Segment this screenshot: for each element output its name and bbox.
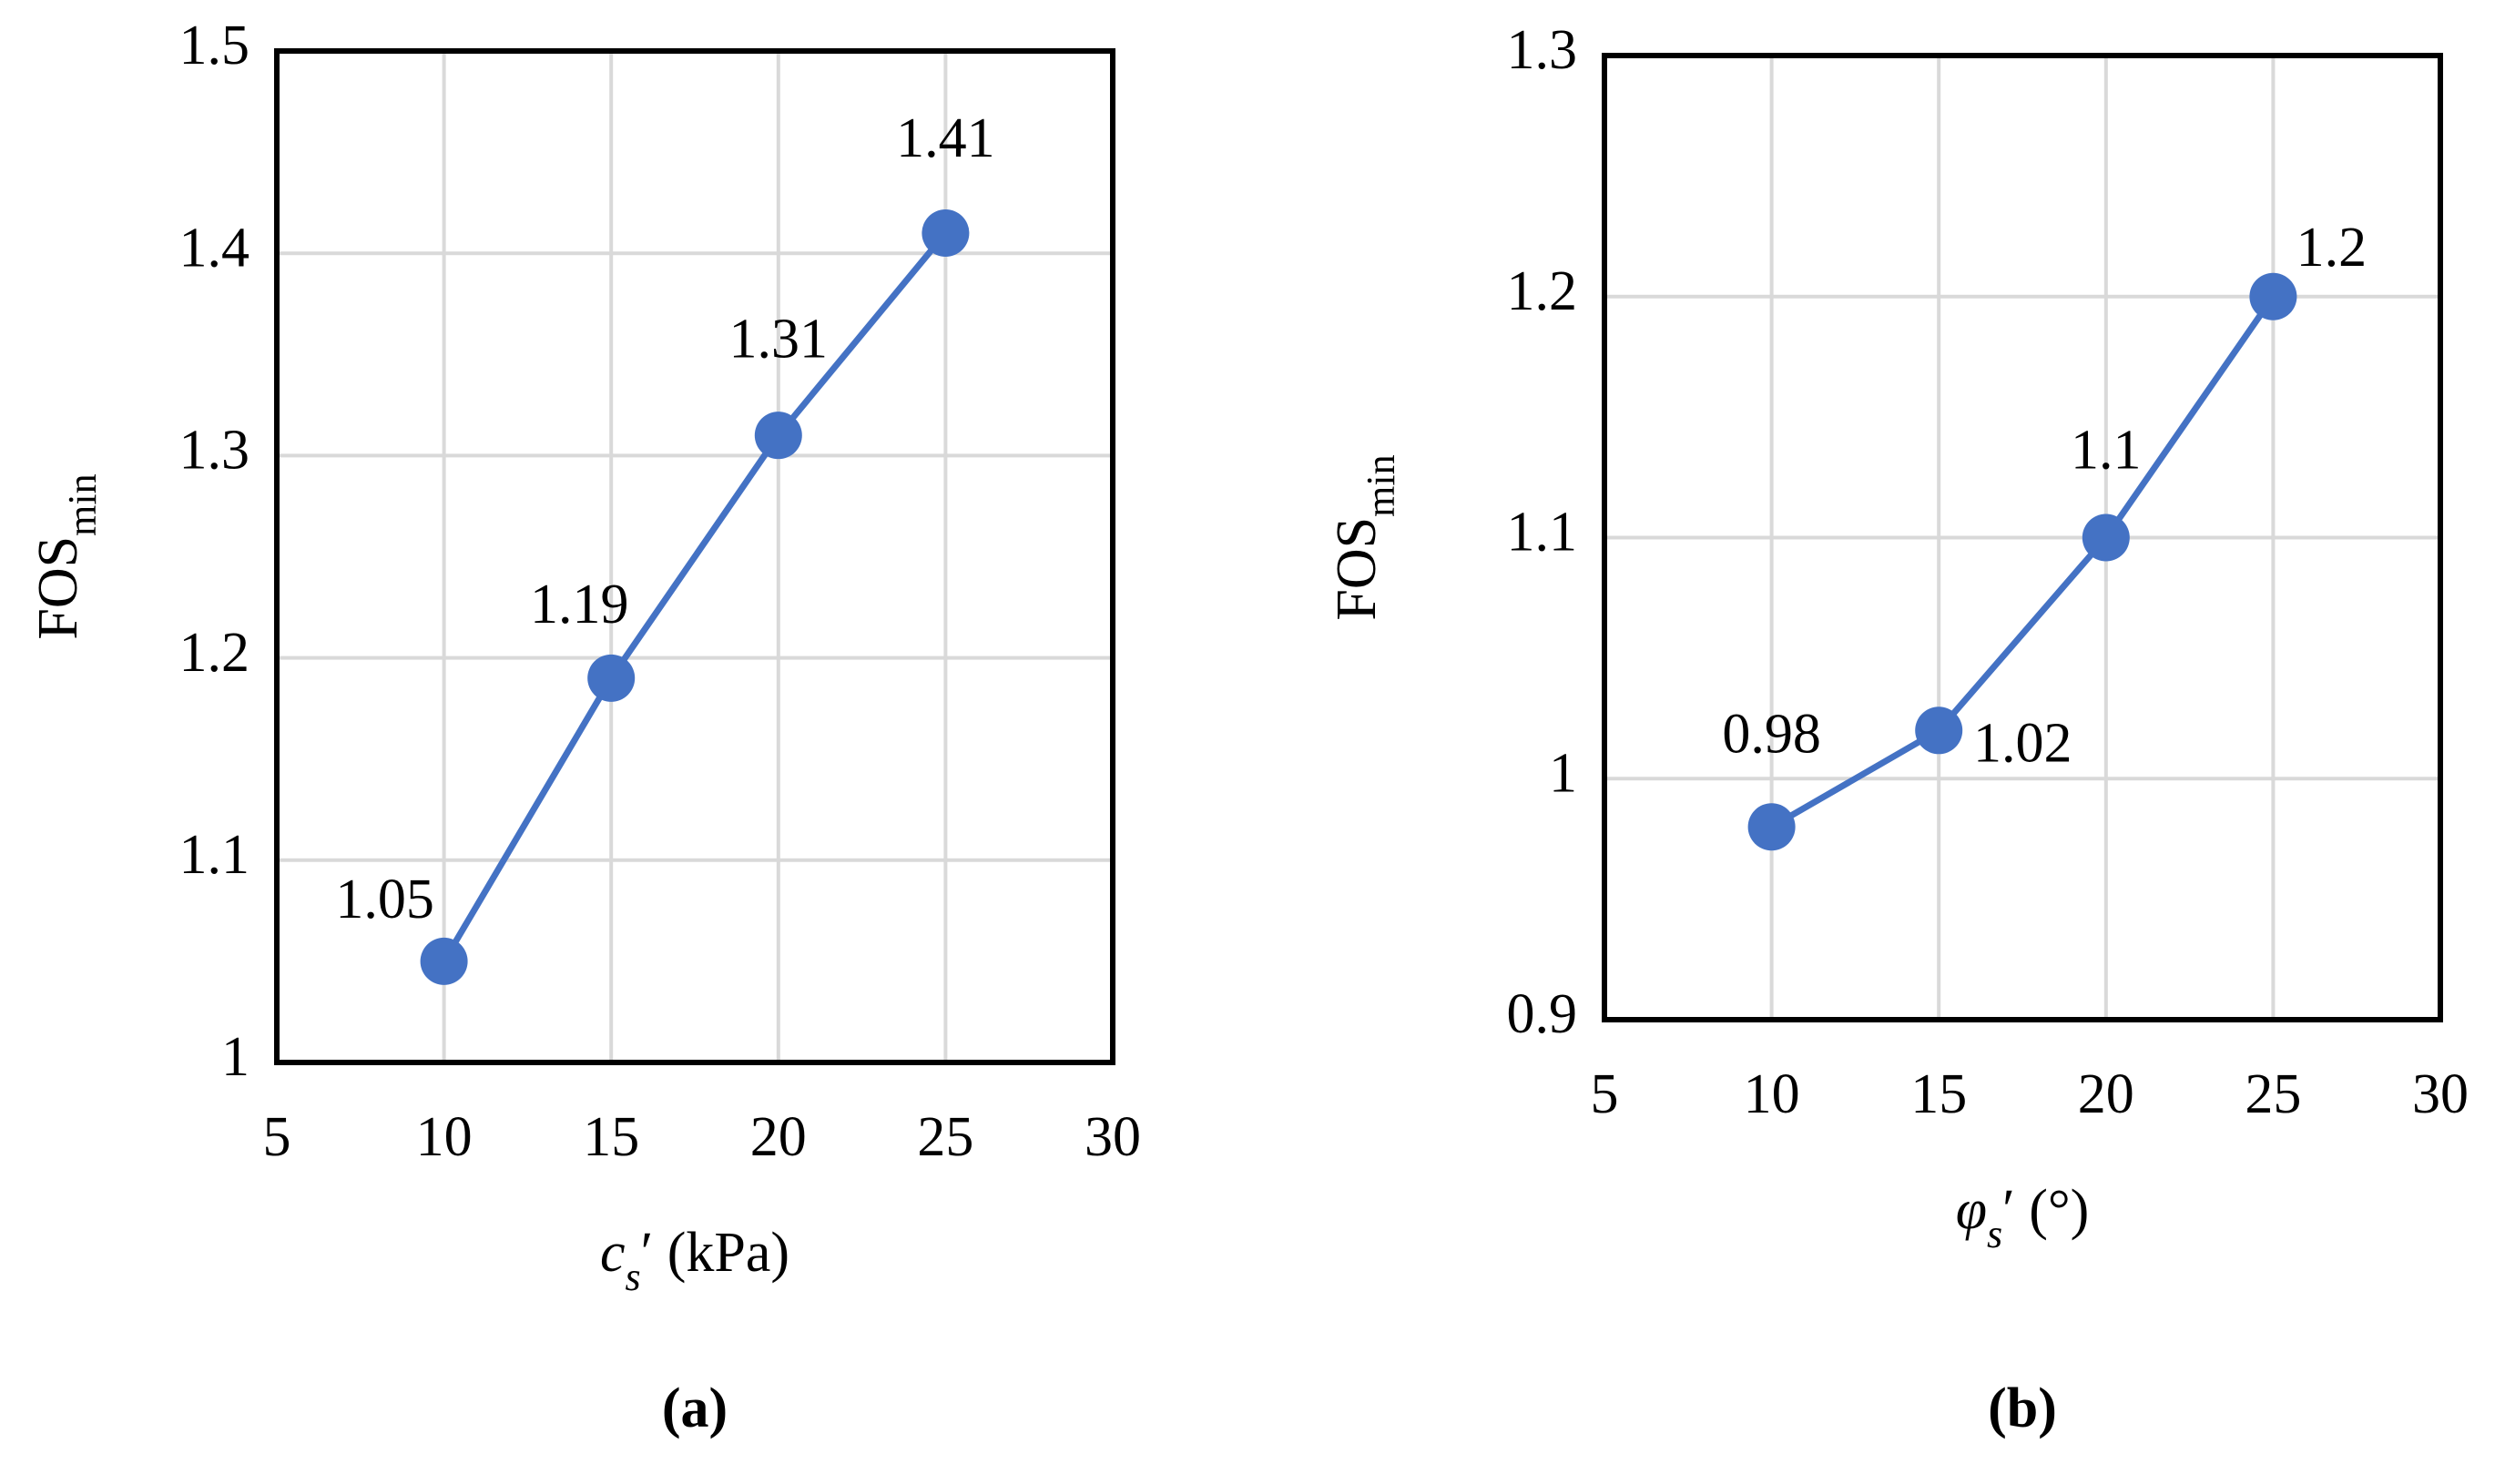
x-tick-label: 10 (1744, 1063, 1800, 1125)
y-axis-label-subscript: min (1359, 454, 1403, 516)
data-label: 0.98 (1722, 703, 1821, 765)
x-axis-label-suffix: ′ (°) (2002, 1179, 2089, 1241)
plot-frame (274, 48, 1115, 1065)
x-tick-label: 10 (416, 1106, 473, 1168)
x-tick-label: 30 (2412, 1063, 2469, 1125)
x-axis-label: cs′ (kPa) (600, 1222, 789, 1298)
data-point (2082, 513, 2130, 562)
x-tick-label: 25 (917, 1106, 973, 1168)
y-tick-label: 1.1 (179, 824, 250, 886)
data-label: 1.31 (729, 308, 829, 370)
y-tick-label: 1.4 (179, 217, 250, 279)
y-tick-label: 1.1 (1507, 502, 1578, 564)
data-point (922, 208, 970, 257)
x-tick-label: 25 (2245, 1063, 2301, 1125)
data-line (441, 230, 949, 963)
data-point (587, 654, 636, 702)
data-line (1769, 294, 2276, 830)
data-point (420, 937, 468, 985)
data-point (2249, 272, 2297, 320)
data-point (1915, 706, 1963, 755)
x-axis-label: φs′ (°) (1956, 1179, 2090, 1255)
x-tick-label: 5 (1591, 1063, 1619, 1125)
x-axis-label-subscript: s (626, 1255, 641, 1299)
data-label: 1.41 (896, 107, 995, 169)
x-axis-label-symbol: φ (1956, 1179, 1987, 1241)
x-tick-label: 30 (1084, 1106, 1141, 1168)
data-label: 1.19 (530, 574, 629, 635)
y-axis-label-subscript: min (60, 473, 105, 535)
x-axis-label-symbol: c (600, 1222, 626, 1284)
x-tick-label: 20 (2078, 1063, 2134, 1125)
y-tick-label: 1.2 (179, 622, 250, 684)
x-axis-label-subscript: s (1987, 1212, 2002, 1256)
y-axis-label-text: FOS (1326, 517, 1388, 621)
y-axis-label: FOSmin (27, 473, 104, 639)
y-axis-label-text: FOS (27, 536, 89, 640)
data-label: 1.1 (2071, 420, 2142, 482)
y-axis-label: FOSmin (1326, 454, 1402, 620)
y-tick-label: 1.2 (1507, 260, 1578, 322)
y-tick-label: 1 (221, 1026, 249, 1088)
x-tick-label: 15 (1910, 1063, 1967, 1125)
x-axis-label-suffix: ′ (kPa) (641, 1222, 789, 1284)
y-tick-label: 0.9 (1507, 983, 1578, 1045)
data-label: 1.2 (2296, 217, 2368, 279)
y-tick-label: 1.5 (179, 15, 250, 76)
panel-label: (a) (662, 1377, 728, 1439)
plot-frame (1602, 53, 2443, 1022)
x-tick-label: 5 (263, 1106, 291, 1168)
x-tick-label: 15 (583, 1106, 639, 1168)
x-tick-label: 20 (750, 1106, 807, 1168)
panel-label: (b) (1988, 1377, 2057, 1439)
y-tick-label: 1 (1549, 742, 1577, 804)
y-tick-label: 1.3 (179, 420, 250, 482)
data-point (1747, 803, 1796, 851)
data-point (754, 412, 802, 460)
data-label: 1.02 (1973, 713, 2072, 775)
data-label: 1.05 (335, 869, 434, 930)
y-tick-label: 1.3 (1507, 19, 1578, 81)
